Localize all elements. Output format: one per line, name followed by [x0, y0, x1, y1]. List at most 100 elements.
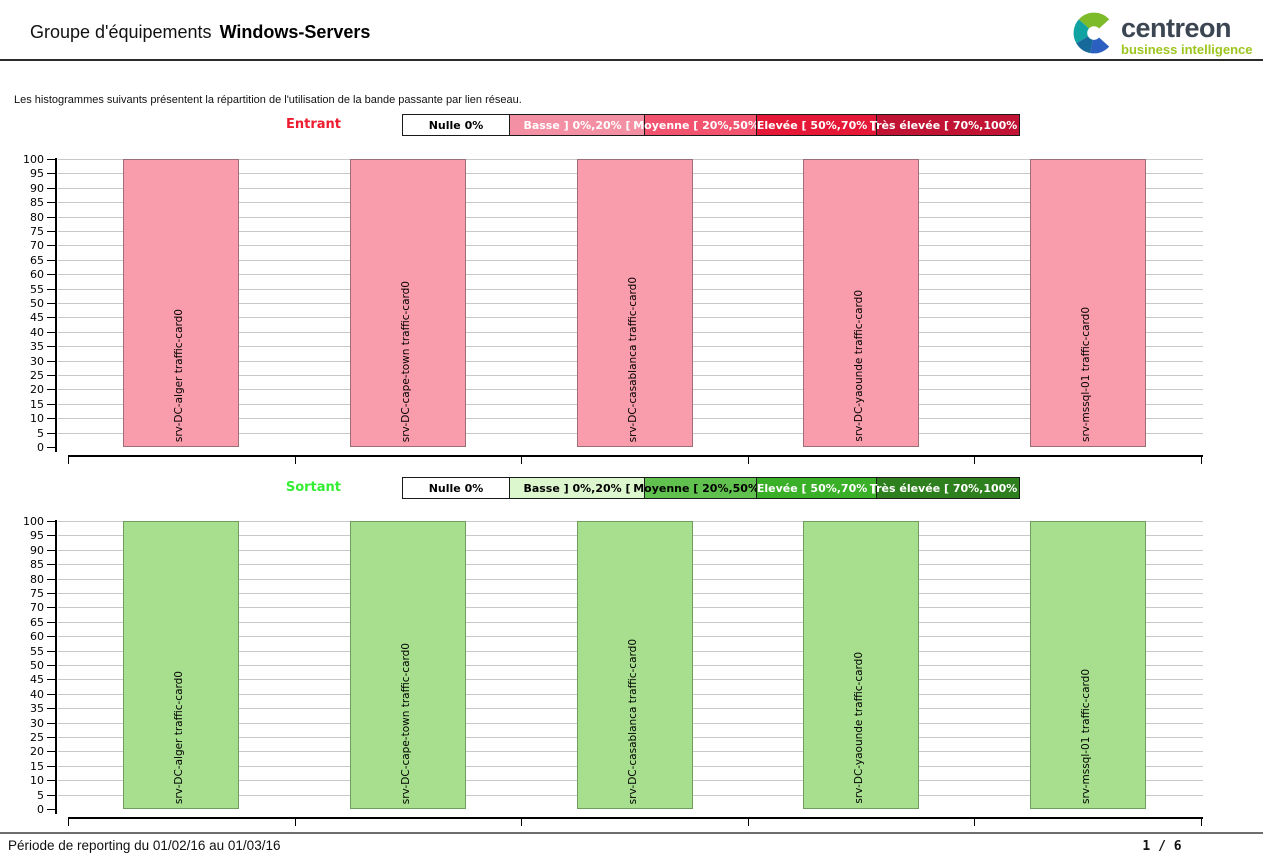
y-axis-tick	[47, 259, 55, 261]
y-axis-tick	[47, 375, 55, 376]
legend-item: Très élevée [ 70%,100% ]	[870, 115, 1026, 135]
intro-text: Les histogrammes suivants présentent la …	[14, 94, 522, 106]
y-axis-tick-label: 80	[30, 210, 44, 224]
page-title: Groupe d'équipements Windows-Servers	[30, 22, 370, 43]
y-axis-tick-label: 0	[37, 803, 44, 816]
x-axis-tick	[294, 455, 296, 464]
y-axis-tick	[47, 679, 55, 681]
bar	[576, 159, 693, 447]
y-axis-tick-label: 40	[30, 687, 44, 701]
legend-item: Très élevée [ 70%,100% ]	[870, 478, 1026, 498]
header-divider	[0, 59, 1263, 61]
y-axis-tick-label: 85	[30, 558, 44, 572]
x-axis-tick	[1201, 455, 1202, 464]
y-axis-tick	[47, 578, 55, 580]
bar	[349, 521, 466, 809]
legend-item: Elevée [ 50%,70% [	[756, 115, 876, 135]
bar-chart-sortant: 0 5 10 15 20 25 30 35 40 45 50 55 60 65 70 75 80 85 90 95 10…	[0, 507, 1263, 832]
x-axis-tick	[747, 455, 749, 464]
reporting-period: Période de reporting du 01/02/16 au 01/0…	[8, 838, 281, 853]
y-axis-tick-label: 5	[37, 788, 44, 802]
y-axis-tick	[47, 231, 55, 232]
footer-divider	[0, 832, 1263, 834]
centreon-logo: centreon business intelligence	[1072, 11, 1253, 60]
bar-label: srv-mssql-01 traffic-card0	[1079, 306, 1092, 442]
y-axis-tick-label: 25	[30, 731, 44, 744]
x-axis-tick	[1201, 817, 1202, 826]
y-axis-tick-label: 80	[30, 572, 44, 586]
y-axis-tick	[47, 173, 55, 175]
bar-label: srv-DC-casablanca traffic-card0	[626, 276, 639, 442]
bar-label: srv-mssql-01 traffic-card0	[1079, 668, 1092, 804]
y-axis-tick	[47, 765, 55, 767]
legend-item: Basse ] 0%,20% [	[509, 478, 644, 498]
y-axis-tick	[47, 607, 55, 609]
y-axis-tick	[47, 317, 55, 319]
centreon-c-mark-icon	[1072, 11, 1116, 60]
y-axis-tick	[47, 432, 55, 434]
y-axis-tick-label: 40	[30, 325, 44, 339]
y-axis-tick-label: 25	[30, 369, 44, 382]
y-axis-tick-label: 75	[30, 225, 44, 238]
legend-item: Elevée [ 50%,70% [	[756, 478, 876, 498]
logo-brand-text: centreon	[1121, 13, 1232, 43]
bar	[576, 521, 693, 809]
y-axis-tick	[47, 216, 55, 218]
y-axis-tick-label: 35	[30, 340, 44, 354]
y-axis-tick-label: 10	[30, 774, 44, 788]
y-axis-tick	[47, 521, 55, 522]
y-axis-tick	[47, 794, 55, 796]
y-axis-tick-label: 70	[30, 601, 44, 615]
bar	[803, 159, 920, 447]
page-title-group-name: Windows-Servers	[219, 22, 371, 42]
y-axis-tick-label: 30	[30, 716, 44, 730]
legend-table-sortant: Nulle 0% Basse ] 0%,20% [Moyenne [ 20%,50…	[402, 477, 1026, 499]
y-axis-tick-label: 90	[30, 181, 44, 195]
y-axis-tick-label: 10	[30, 412, 44, 426]
y-axis-tick-label: 60	[30, 630, 44, 644]
bar-label: srv-DC-cape-town traffic-card0	[399, 642, 412, 804]
y-axis-tick-label: 95	[30, 167, 44, 181]
bar-label: srv-DC-cape-town traffic-card0	[399, 280, 412, 442]
y-axis-tick	[47, 780, 55, 782]
bar-label: srv-DC-casablanca traffic-card0	[626, 638, 639, 804]
bar-chart-entrant: 0 5 10 15 20 25 30 35 40 45 50 55 60 65 70 75 80 85 90 95 10…	[0, 145, 1263, 470]
y-axis-tick	[47, 245, 55, 247]
y-axis-tick-label: 50	[30, 297, 44, 310]
y-axis-line	[55, 520, 57, 814]
page-title-prefix: Groupe d'équipements	[30, 22, 212, 42]
x-axis-tick	[747, 817, 749, 826]
y-axis-tick	[47, 187, 55, 189]
x-axis-tick	[521, 817, 523, 826]
y-axis-tick	[47, 288, 55, 290]
bar	[123, 521, 240, 809]
y-axis-tick	[47, 331, 55, 333]
y-axis-tick-label: 100	[23, 153, 44, 166]
y-axis-tick	[47, 621, 55, 623]
y-axis-tick	[47, 751, 55, 753]
y-axis-tick	[47, 708, 55, 710]
y-axis-tick-label: 0	[37, 441, 44, 454]
bar-label: srv-DC-yaounde traffic-card0	[853, 290, 866, 442]
y-axis-tick	[47, 360, 55, 362]
y-axis-tick	[47, 737, 55, 738]
bar	[349, 159, 466, 447]
legend-item: Basse ] 0%,20% [	[509, 115, 644, 135]
y-axis-tick-label: 55	[30, 644, 44, 658]
y-axis-tick	[47, 549, 55, 551]
chart-title-sortant: Sortant	[285, 480, 341, 495]
x-axis-tick	[68, 455, 69, 464]
y-axis-tick-label: 30	[30, 354, 44, 368]
y-axis-tick	[47, 535, 55, 537]
legend-table-entrant: Nulle 0% Basse ] 0%,20% [Moyenne [ 20%,50…	[402, 114, 1026, 136]
y-axis-tick	[47, 593, 55, 594]
chart-title-entrant: Entrant	[285, 117, 341, 132]
y-axis-tick-label: 95	[30, 529, 44, 543]
y-axis-tick-label: 90	[30, 543, 44, 557]
y-axis-tick-label: 15	[30, 397, 44, 411]
y-axis-tick	[47, 418, 55, 420]
bar	[1029, 521, 1146, 809]
x-axis-tick	[294, 817, 296, 826]
y-axis-tick	[47, 722, 55, 724]
legend-item: Nulle 0%	[403, 478, 509, 498]
